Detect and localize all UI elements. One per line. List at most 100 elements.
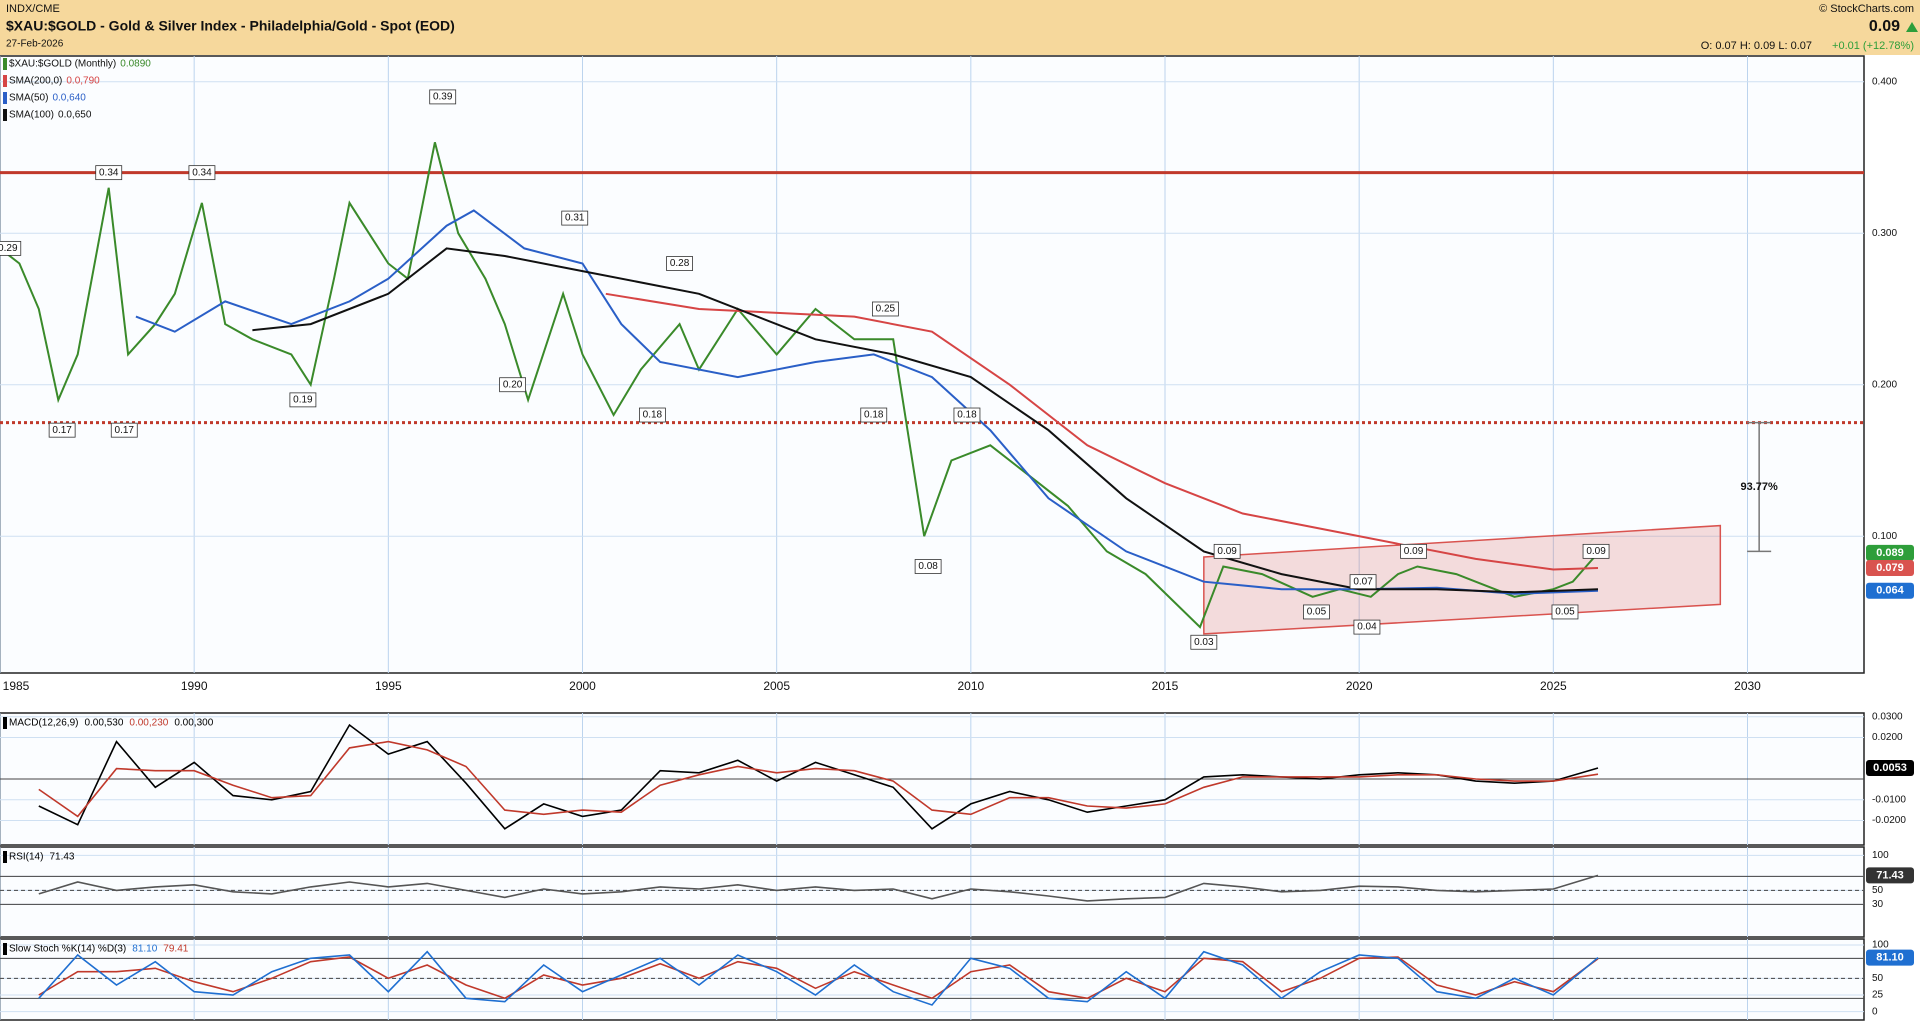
price-tag-label: 0.064 <box>1876 585 1904 597</box>
legend-name: SMA(50) <box>9 93 48 104</box>
price-tag-label: 71.43 <box>1876 869 1904 881</box>
y-tick-label: 30 <box>1872 899 1884 910</box>
price-tag <box>1866 949 1914 966</box>
legend-value: 0.0,650 <box>58 110 92 121</box>
x-tick-label: 2015 <box>1152 679 1179 693</box>
y-tick-label: -0.0100 <box>1872 794 1906 805</box>
annotation-box <box>48 422 76 438</box>
y-tick-label: 0 <box>1872 1006 1878 1017</box>
y-tick-label: 0.200 <box>1872 379 1897 390</box>
price-tag-label: 0.0053 <box>1873 762 1907 774</box>
legend-name: SMA(100) <box>9 110 54 121</box>
annotation-label: 0.25 <box>876 304 896 315</box>
change: +0.01 (+12.78%) <box>1832 40 1914 52</box>
annotation-label: 0.17 <box>115 425 135 436</box>
annotation-box <box>289 392 317 408</box>
header-bg <box>0 0 1920 55</box>
legend-text: 0.00,230 <box>129 718 168 729</box>
y-tick-label: 0.400 <box>1872 76 1897 87</box>
last-price: 0.09 <box>1869 18 1900 35</box>
y-tick-label: 100 <box>1872 850 1889 861</box>
plot-bg <box>0 938 1865 1021</box>
annotation-box <box>666 256 693 271</box>
x-tick-label: 2005 <box>763 679 790 693</box>
x-tick-label: 1990 <box>181 679 208 693</box>
annotation-label: 0.04 <box>1357 622 1377 633</box>
legend-swatch <box>3 109 7 121</box>
price-tag <box>1866 582 1914 599</box>
y-tick-label: -0.0200 <box>1872 815 1906 826</box>
legend-swatch <box>3 58 7 70</box>
annotation-label: 0.03 <box>1194 637 1214 648</box>
series-line <box>38 950 1599 1006</box>
x-tick-label: 1995 <box>375 679 402 693</box>
annotation-box <box>429 89 457 105</box>
annotation-label: 0.34 <box>99 167 119 178</box>
annotation-box <box>499 377 527 393</box>
series-line <box>38 740 1599 818</box>
y-tick-label: 0.0200 <box>1872 732 1903 743</box>
price-tag-label: 81.10 <box>1876 952 1904 964</box>
annotation-label: 0.09 <box>1404 546 1424 557</box>
legend-text: Slow Stoch %K(14) %D(3) <box>9 944 126 955</box>
legend-swatch <box>3 943 7 955</box>
annotation-label: 0.39 <box>433 92 453 103</box>
annotation-label: 0.20 <box>503 379 523 390</box>
legend-swatch <box>3 851 7 863</box>
annotation-box <box>953 407 981 423</box>
date: 27-Feb-2026 <box>6 39 64 50</box>
x-tick-label: 2010 <box>957 679 984 693</box>
annotation-box <box>1551 604 1579 620</box>
legend-value: 0.0,640 <box>52 93 86 104</box>
legend-value: 0.0890 <box>120 59 151 70</box>
x-tick-label: 2020 <box>1346 679 1373 693</box>
annotation-box <box>1349 574 1377 590</box>
price-tag <box>1866 544 1914 561</box>
legend-swatch <box>3 75 7 87</box>
y-tick-label: 0.100 <box>1872 531 1897 542</box>
price-tag-label: 0.089 <box>1876 547 1904 559</box>
y-tick-label: 25 <box>1872 990 1884 1001</box>
exchange: INDX/CME <box>6 3 60 15</box>
legend-name: SMA(200,0) <box>9 76 62 87</box>
annotation-label: 0.28 <box>670 258 690 269</box>
legend-text: MACD(12,26,9) <box>9 718 78 729</box>
legend-text: 0.00,530 <box>84 718 123 729</box>
series-line <box>252 247 1599 594</box>
annotation-box <box>872 301 899 317</box>
legend-value: 0.0,790 <box>66 76 100 87</box>
up-arrow <box>1906 22 1918 32</box>
annotation-box <box>1353 619 1381 635</box>
annotation-label: 0.08 <box>918 561 938 572</box>
annotation-label: 0.09 <box>1586 546 1606 557</box>
annotation-box <box>95 165 123 181</box>
annotation-box <box>1303 604 1330 620</box>
annotation-box <box>188 165 216 181</box>
price-tag-label: 0.079 <box>1876 562 1904 574</box>
series-line <box>38 874 1599 902</box>
annotation-label: 0.34 <box>192 167 212 178</box>
legend-text: 81.10 <box>132 944 157 955</box>
annotation-label: 0.07 <box>1353 576 1373 587</box>
series-line <box>38 956 1599 1000</box>
annotation-box <box>1582 543 1610 559</box>
price-tag <box>1866 560 1914 577</box>
x-tick-label: 2025 <box>1540 679 1567 693</box>
annotation-box <box>1400 543 1427 559</box>
annotation-label: 0.05 <box>1555 607 1575 618</box>
legend-text: 0.00,300 <box>174 718 213 729</box>
x-tick-label: 2000 <box>569 679 596 693</box>
y-tick-label: 0.0300 <box>1872 711 1903 722</box>
annotation-label: 0.17 <box>52 425 72 436</box>
y-tick-label: 100 <box>1872 940 1889 951</box>
series-line <box>135 209 1599 595</box>
annotation-box <box>1213 543 1241 559</box>
annotation-box <box>1190 634 1218 650</box>
x-tick-label: 1985 <box>3 679 30 693</box>
annotation-box <box>860 407 888 423</box>
annotation-label: 0.31 <box>565 213 585 224</box>
price-tag <box>1866 867 1914 884</box>
legend-swatch <box>3 717 7 729</box>
